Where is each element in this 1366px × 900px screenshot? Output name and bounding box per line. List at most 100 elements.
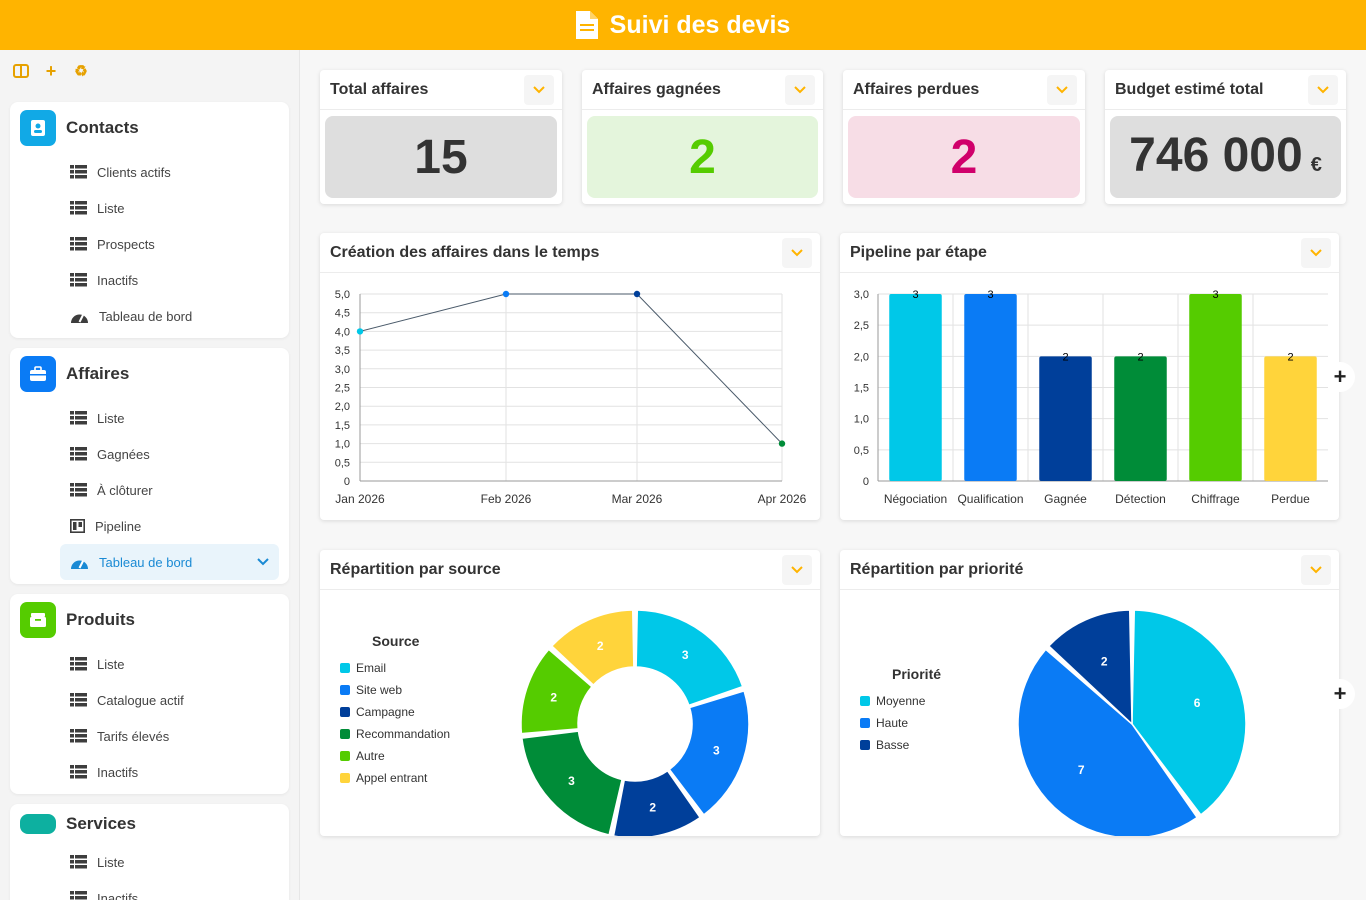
sidebar-item-prospects[interactable]: Prospects [10, 226, 289, 262]
section-contacts: Contacts Clients actifs Liste Prospects … [10, 102, 289, 338]
legend-label[interactable]: Campagne [356, 705, 415, 719]
slice-value-label: 3 [713, 743, 720, 757]
series-line [359, 293, 783, 444]
add-widget-button[interactable]: + [1325, 362, 1355, 392]
x-tick-label: Apr 2026 [758, 492, 807, 506]
kpi-label: Affaires gagnées [592, 80, 721, 98]
legend-title: Priorité [892, 666, 941, 682]
y-tick-label: 0 [863, 476, 869, 488]
sidebar-item-liste[interactable]: Liste [10, 190, 289, 226]
legend-label[interactable]: Moyenne [876, 694, 926, 708]
chevron-down-icon [791, 248, 803, 256]
data-point[interactable] [778, 440, 786, 447]
chevron-down-icon [794, 85, 806, 93]
bar[interactable] [1039, 356, 1092, 481]
legend-label[interactable]: Site web [356, 683, 402, 697]
pie-slice[interactable] [1047, 609, 1133, 726]
table-icon [70, 657, 87, 671]
pie-slice[interactable] [635, 609, 744, 707]
dropdown-button[interactable] [1301, 237, 1331, 268]
sidebar-item-label: Liste [97, 854, 125, 870]
bar-value-label: 3 [987, 289, 993, 301]
add-icon[interactable]: + [45, 61, 57, 81]
bar[interactable] [1264, 356, 1317, 481]
sidebar-item-label: À clôturer [97, 482, 153, 498]
legend-label[interactable]: Email [356, 661, 386, 675]
sidebar-item-a-cloturer[interactable]: À clôturer [10, 472, 289, 508]
sidebar-item-tableau-de-bord[interactable]: Tableau de bord [10, 298, 289, 334]
pie-slice[interactable] [1017, 648, 1199, 836]
table-icon [70, 237, 87, 251]
sidebar-item-catalogue-actif[interactable]: Catalogue actif [10, 682, 289, 718]
sidebar-item-inactifs[interactable]: Inactifs [10, 262, 289, 298]
dropdown-button[interactable] [1047, 74, 1077, 105]
data-point[interactable] [356, 328, 364, 335]
sidebar-item-liste[interactable]: Liste [10, 844, 289, 880]
sidebar-item-tableau-de-bord-active[interactable]: Tableau de bord [60, 544, 279, 580]
sidebar: + ♻ Contacts Clients actifs Liste Prospe… [0, 50, 300, 900]
pie-slice[interactable] [668, 690, 750, 816]
sidebar-item-gagnees[interactable]: Gagnées [10, 436, 289, 472]
pie-slice[interactable] [520, 648, 593, 735]
sidebar-item-pipeline[interactable]: Pipeline [10, 508, 289, 544]
bar[interactable] [1189, 294, 1242, 481]
legend-label[interactable]: Recommandation [356, 727, 450, 741]
legend-swatch [340, 729, 350, 739]
dropdown-button[interactable] [782, 237, 812, 268]
kpi-value: 2 [848, 116, 1080, 198]
chevron-down-icon [1310, 248, 1322, 256]
dropdown-button[interactable] [785, 74, 815, 105]
y-tick-label: 5,0 [335, 289, 350, 301]
section-title: Services [66, 814, 136, 833]
legend-label[interactable]: Basse [876, 738, 910, 752]
data-point[interactable] [502, 290, 510, 298]
legend-label[interactable]: Haute [876, 716, 908, 730]
y-tick-label: 0,5 [854, 445, 869, 457]
sidebar-item-liste[interactable]: Liste [10, 400, 289, 436]
bar[interactable] [889, 294, 942, 481]
donut-chart-card: Répartition par source Source Email Site w… [320, 550, 820, 836]
kpi-card-budget: Budget estimé total 746 000 € [1105, 70, 1346, 204]
sidebar-item-tarifs-eleves[interactable]: Tarifs élevés [10, 718, 289, 754]
dropdown-button[interactable] [524, 74, 554, 105]
x-tick-label: Chiffrage [1191, 492, 1240, 506]
y-tick-label: 1,5 [335, 420, 350, 432]
slice-value-label: 2 [1101, 655, 1108, 669]
sidebar-item-inactifs[interactable]: Inactifs [10, 754, 289, 790]
x-tick-label: Négociation [884, 492, 947, 506]
kpi-label: Affaires perdues [853, 80, 980, 98]
pie-slice[interactable] [550, 609, 635, 687]
y-tick-label: 1,0 [854, 414, 869, 426]
dropdown-button[interactable] [782, 554, 812, 585]
layout-icon[interactable] [10, 60, 32, 82]
pie-slice[interactable] [612, 769, 702, 836]
sidebar-item-label: Catalogue actif [97, 692, 184, 708]
x-tick-label: Qualification [957, 492, 1023, 506]
add-widget-button[interactable]: + [1325, 679, 1355, 709]
dropdown-button[interactable] [1308, 74, 1338, 105]
data-point[interactable] [633, 290, 641, 298]
recycle-icon[interactable]: ♻ [74, 62, 88, 80]
pie-chart-card: Répartition par priorité Priorité Moyenne… [840, 550, 1339, 836]
legend-label[interactable]: Autre [356, 749, 385, 763]
bar-chart: 0 0,5 1,0 1,5 2,0 2,5 3,0 3 Négociation 3 Qualific… [854, 289, 1328, 506]
bar[interactable] [964, 294, 1017, 481]
pie-slice[interactable] [1131, 609, 1247, 816]
table-icon [70, 693, 87, 707]
kpi-value: 2 [587, 116, 818, 198]
sidebar-item-liste[interactable]: Liste [10, 646, 289, 682]
chevron-down-icon [1056, 85, 1068, 93]
dropdown-button[interactable] [1301, 554, 1331, 585]
sidebar-item-clients-actifs[interactable]: Clients actifs [10, 154, 289, 190]
pie-slice[interactable] [521, 730, 623, 836]
table-icon [70, 483, 87, 497]
slice-value-label: 7 [1078, 763, 1085, 777]
chevron-down-icon[interactable] [257, 558, 269, 566]
sidebar-item-label: Clients actifs [97, 164, 171, 180]
gauge-icon [71, 560, 88, 569]
legend-label[interactable]: Appel entrant [356, 771, 428, 785]
sidebar-item-inactifs[interactable]: Inactifs [10, 880, 289, 900]
bar-value-label: 2 [1062, 351, 1068, 363]
bar-chart-card: Pipeline par étape 0 0,5 1,0 1,5 2,0 2,5 3,0 3 N… [840, 233, 1339, 520]
bar[interactable] [1114, 356, 1167, 481]
